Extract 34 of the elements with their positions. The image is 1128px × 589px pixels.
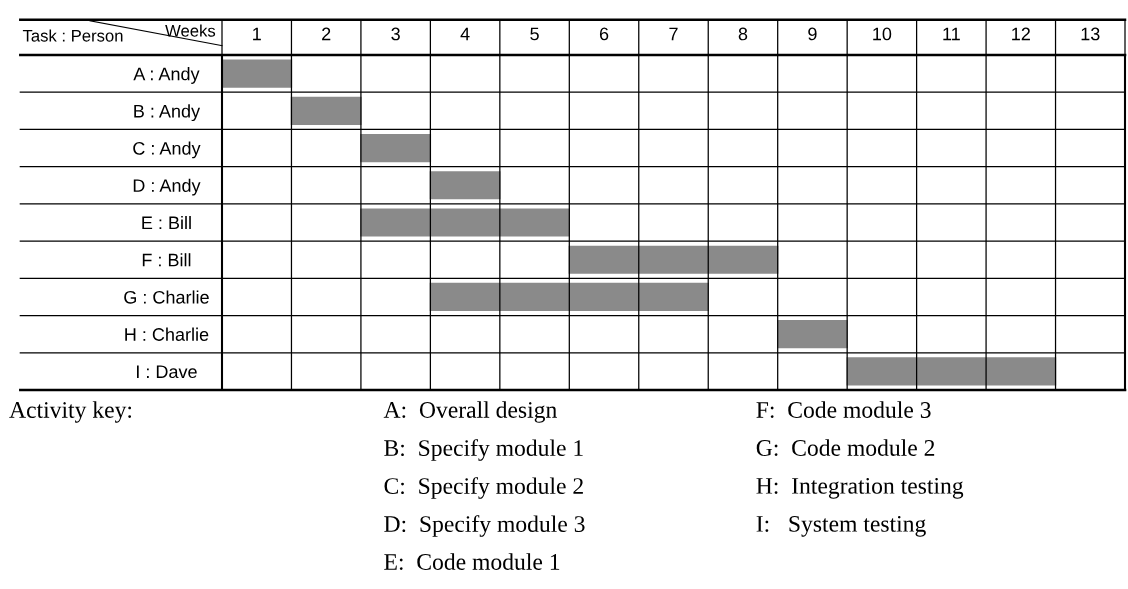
- x-tick-label: 9: [808, 27, 817, 41]
- text: G: Code module 2: [756, 439, 935, 457]
- x-tick-label: 13: [1081, 27, 1100, 41]
- x-tick-label: 6: [599, 27, 609, 41]
- y-tick-label: E : Bill: [142, 215, 191, 230]
- y-tick-label: F : Bill: [142, 253, 191, 267]
- x-tick-label: 10: [873, 27, 892, 41]
- x-tick-label: 11: [943, 27, 960, 41]
- y-tick-label: D : Andy: [133, 178, 201, 196]
- x-tick-label: 12: [1012, 27, 1030, 41]
- y-tick-label: B : Andy: [134, 104, 201, 122]
- y-axis-title: Task : Person: [22, 29, 123, 42]
- y-tick-label: A : Andy: [133, 67, 200, 84]
- x-tick-label: 5: [530, 27, 539, 41]
- text: E: Code module 1: [384, 553, 560, 571]
- x-tick-label: 1: [253, 27, 261, 41]
- x-axis-title: Weeks: [165, 24, 216, 37]
- x-tick-label: 3: [391, 27, 400, 41]
- text: H: Integration testing: [756, 477, 964, 499]
- text: Activity key:: [9, 401, 132, 423]
- text: I: System testing: [756, 515, 926, 537]
- x-tick-label: 8: [738, 27, 748, 41]
- x-tick-label: 7: [669, 27, 678, 41]
- text: C: Specify module 2: [384, 477, 583, 499]
- x-tick-label: 4: [460, 27, 470, 41]
- text: A: Overall design: [383, 401, 557, 423]
- x-tick-label: 2: [322, 27, 331, 41]
- y-tick-label: H : Charlie: [125, 327, 209, 341]
- y-tick-label: C : Andy: [133, 141, 201, 159]
- y-tick-label: G : Charlie: [124, 290, 209, 304]
- text: D: Specify module 3: [384, 515, 585, 537]
- text: F: Code module 3: [756, 401, 931, 419]
- text: B: Specify module 1: [384, 439, 583, 461]
- y-tick-label: I : Dave: [137, 365, 197, 379]
